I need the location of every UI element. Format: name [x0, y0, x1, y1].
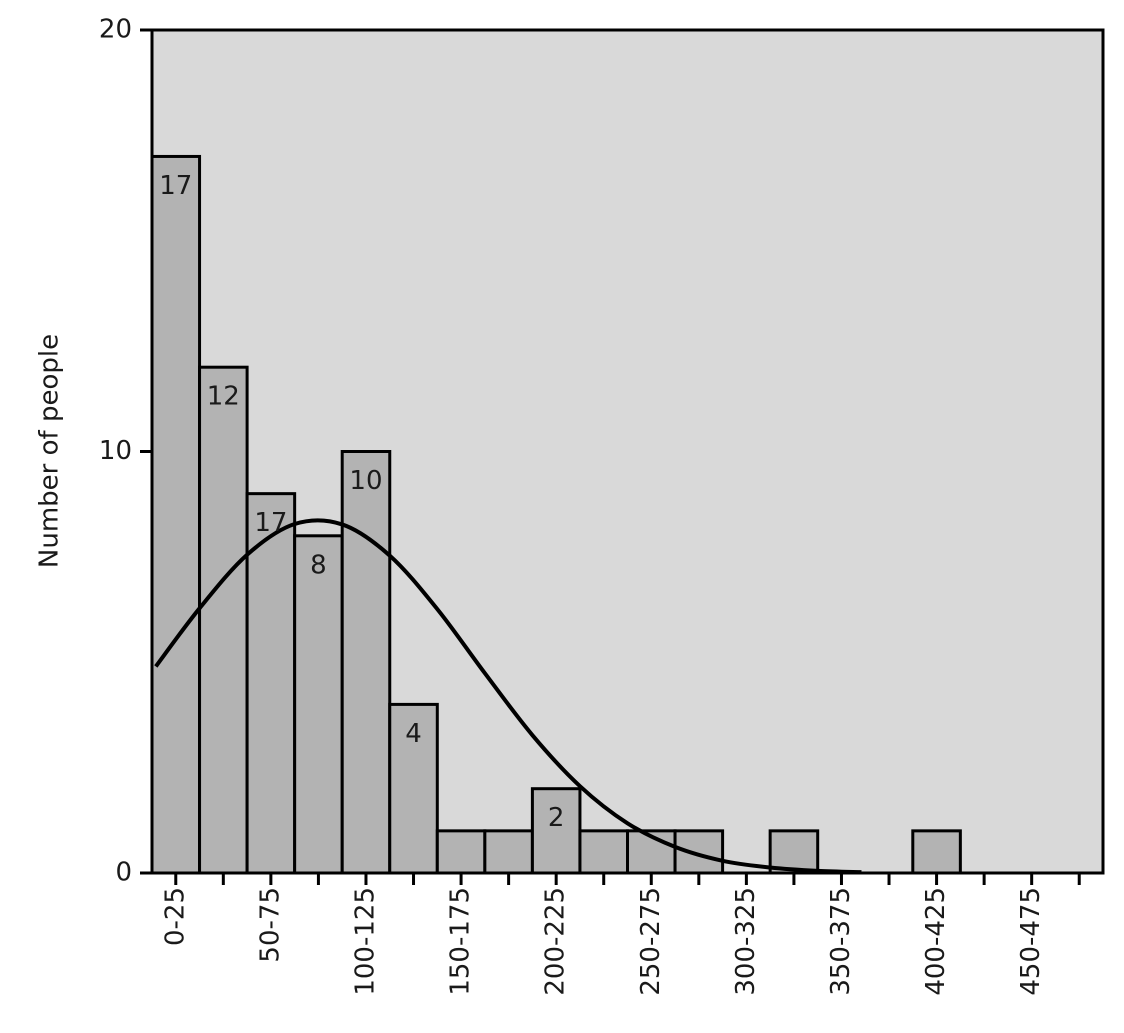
y-tick-label: 0 [115, 858, 132, 888]
bar-value-label: 4 [405, 719, 422, 749]
fit-curve [154, 518, 862, 875]
x-tick-label: 250-275 [636, 887, 666, 996]
bar [150, 154, 202, 875]
y-axis-label: Number of people [35, 334, 65, 568]
x-tick-label: 0-25 [160, 887, 190, 946]
bar [673, 829, 725, 875]
bar-value-label: 17 [254, 508, 287, 538]
bar-value-label: 12 [207, 382, 240, 412]
bar [911, 829, 962, 875]
bar [340, 450, 392, 875]
bar [388, 702, 439, 875]
x-tick-label: 150-175 [446, 887, 476, 996]
x-tick-label: 350-375 [826, 887, 856, 996]
x-tick-label: 300-325 [731, 887, 761, 996]
bar [483, 829, 534, 875]
y-tick-label: 20 [99, 15, 132, 45]
bar [245, 492, 297, 875]
bar-value-label: 10 [349, 466, 382, 496]
bar-value-label: 17 [159, 171, 192, 201]
y-tick-label: 10 [99, 436, 132, 466]
bar-value-label: 2 [548, 803, 565, 833]
bar-value-label: 8 [310, 550, 327, 580]
bar [293, 534, 344, 875]
x-tick-label: 200-225 [541, 887, 571, 996]
bar [578, 829, 630, 875]
x-tick-label: 450-475 [1016, 887, 1046, 996]
x-tick-label: 400-425 [921, 887, 951, 996]
x-tick-label: 100-125 [350, 887, 380, 996]
bar [198, 365, 249, 875]
bar [435, 829, 487, 875]
x-tick-label: 50-75 [255, 887, 285, 963]
bar [530, 787, 582, 875]
